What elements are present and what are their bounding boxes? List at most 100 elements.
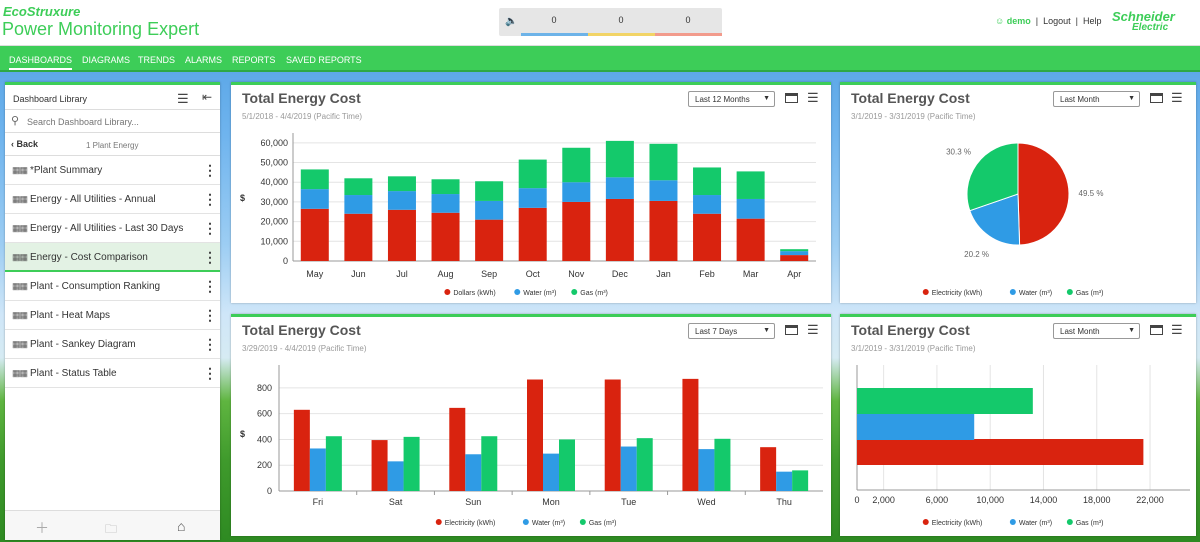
bar-segment: [387, 209, 416, 261]
window-icon[interactable]: [785, 93, 798, 103]
legend-label: Gas (m³): [589, 520, 617, 527]
logout-link[interactable]: Logout: [1043, 16, 1071, 26]
speaker-icon[interactable]: 🔈: [505, 16, 518, 27]
bar-segment: [736, 218, 765, 261]
bar: [403, 436, 420, 491]
more-options-icon[interactable]: ⋮: [203, 249, 217, 265]
nav-trends[interactable]: TRENDS: [138, 55, 176, 65]
menu-icon[interactable]: ☰: [177, 91, 189, 106]
y-tick-label: 40,000: [260, 177, 288, 187]
panel-date-range: 3/1/2019 - 3/31/2019 (Pacific Time): [851, 344, 976, 353]
alarm-count-high[interactable]: 0: [551, 15, 557, 25]
range-dropdown[interactable]: Last Month ▼: [1053, 91, 1140, 107]
bar-segment: [300, 169, 329, 190]
back-button[interactable]: ‹ Back: [11, 139, 39, 149]
more-options-icon[interactable]: ⋮: [203, 220, 217, 236]
dashboard-list-item[interactable]: ▦▦ Energy - All Utilities - Annual ⋮: [5, 185, 220, 214]
bar-segment: [475, 219, 504, 261]
window-icon[interactable]: [1150, 325, 1163, 335]
x-tick-label: Mon: [542, 497, 560, 507]
bar-segment: [693, 213, 722, 261]
panel-daily-cost: Total Energy Cost 3/29/2019 - 4/4/2019 (…: [231, 314, 831, 536]
legend-marker: [1009, 289, 1016, 295]
more-options-icon[interactable]: ⋮: [203, 278, 217, 294]
dashboard-list-item[interactable]: ▦▦ Plant - Consumption Ranking ⋮: [5, 272, 220, 301]
x-tick-label: 0: [854, 495, 859, 505]
more-options-icon[interactable]: ⋮: [203, 162, 217, 178]
bar-segment: [649, 180, 678, 201]
range-dropdown[interactable]: Last Month ▼: [1053, 323, 1140, 339]
panel-date-range: 3/29/2019 - 4/4/2019 (Pacific Time): [242, 344, 367, 353]
add-icon[interactable]: ＋: [35, 520, 49, 536]
more-options-icon[interactable]: ⋮: [203, 307, 217, 323]
x-tick-label: Apr: [787, 269, 801, 279]
legend-marker: [571, 289, 578, 295]
panel-title: Total Energy Cost: [851, 90, 970, 106]
dashboard-list-item[interactable]: ▦▦ Plant - Status Table ⋮: [5, 359, 220, 388]
collapse-icon[interactable]: ⇤: [202, 90, 213, 104]
panel-menu-icon[interactable]: ☰: [1171, 322, 1183, 337]
range-value: Last Month: [1060, 327, 1100, 336]
logo-line1: Schneider: [1112, 9, 1175, 24]
alarm-summary[interactable]: 🔈 0 0 0: [499, 8, 722, 36]
window-icon[interactable]: [1150, 93, 1163, 103]
alarm-count-medium[interactable]: 0: [618, 15, 624, 25]
more-options-icon[interactable]: ⋮: [203, 365, 217, 381]
user-icon: ☺: [995, 16, 1005, 26]
search-icon: ⚲: [11, 115, 20, 127]
dashboard-item-label: *Plant Summary: [30, 165, 103, 176]
bar-segment: [431, 194, 460, 213]
nav-alarms[interactable]: ALARMS: [185, 55, 223, 65]
dashboard-list-item[interactable]: ▦▦ Energy - Cost Comparison ⋮: [5, 243, 220, 272]
bar-segment: [431, 212, 460, 261]
bar-segment: [780, 249, 809, 252]
legend-label: Gas (m³): [1076, 290, 1104, 297]
legend-label: Dollars (kWh): [453, 290, 495, 297]
nav-saved-reports[interactable]: SAVED REPORTS: [286, 55, 362, 65]
home-icon[interactable]: ⌂: [177, 518, 186, 534]
new-folder-icon[interactable]: 🗀: [105, 522, 118, 536]
legend-label: Water (m³): [1019, 520, 1052, 527]
panel-menu-icon[interactable]: ☰: [807, 90, 819, 105]
range-value: Last 7 Days: [695, 327, 738, 336]
x-tick-label: Feb: [699, 269, 715, 279]
x-tick-label: 22,000: [1136, 495, 1164, 505]
more-options-icon[interactable]: ⋮: [203, 191, 217, 207]
more-options-icon[interactable]: ⋮: [203, 336, 217, 352]
dashboard-list-item[interactable]: ▦▦ Plant - Sankey Diagram ⋮: [5, 330, 220, 359]
dashboard-list-item[interactable]: ▦▦ *Plant Summary ⋮: [5, 156, 220, 185]
alarm-count-low[interactable]: 0: [685, 15, 691, 25]
username-link[interactable]: demo: [1006, 16, 1031, 26]
x-tick-label: Tue: [621, 497, 636, 507]
help-link[interactable]: Help: [1082, 16, 1102, 26]
panel-title: Total Energy Cost: [851, 322, 970, 338]
y-tick-label: 10,000: [260, 236, 288, 246]
logo-line2: Electric: [1132, 22, 1169, 33]
dashboard-list-item[interactable]: ▦▦ Plant - Heat Maps ⋮: [5, 301, 220, 330]
panel-menu-icon[interactable]: ☰: [807, 322, 819, 337]
nav-dashboards[interactable]: DASHBOARDS: [9, 55, 73, 70]
main-nav: DASHBOARDS DIAGRAMS TRENDS ALARMS REPORT…: [0, 46, 1200, 72]
bar: [698, 449, 715, 491]
folder-label: 1 Plant Energy: [86, 141, 139, 150]
bar-segment: [649, 200, 678, 261]
bar: [776, 471, 793, 491]
search-input[interactable]: [27, 114, 212, 129]
range-dropdown[interactable]: Last 12 Months ▼: [688, 91, 775, 107]
panel-menu-icon[interactable]: ☰: [1171, 90, 1183, 105]
dashboard-list-item[interactable]: ▦▦ Energy - All Utilities - Last 30 Days ⋮: [5, 214, 220, 243]
grid-icon: ▦▦: [12, 223, 28, 233]
nav-diagrams[interactable]: DIAGRAMS: [82, 55, 131, 65]
bar: [465, 454, 482, 491]
chart-pie: 49.5 % 20.2 % 30.3 % Electricity (kWh) Water…: [922, 142, 1104, 297]
legend-marker: [514, 289, 521, 295]
window-icon[interactable]: [785, 325, 798, 335]
bar: [857, 388, 1033, 414]
x-tick-label: Jun: [351, 269, 366, 279]
x-tick-label: Jan: [656, 269, 671, 279]
legend-label: Gas (m³): [1076, 520, 1104, 527]
range-dropdown[interactable]: Last 7 Days ▼: [688, 323, 775, 339]
x-tick-label: Fri: [313, 497, 324, 507]
x-tick-label: Wed: [697, 497, 715, 507]
nav-reports[interactable]: REPORTS: [232, 55, 276, 65]
